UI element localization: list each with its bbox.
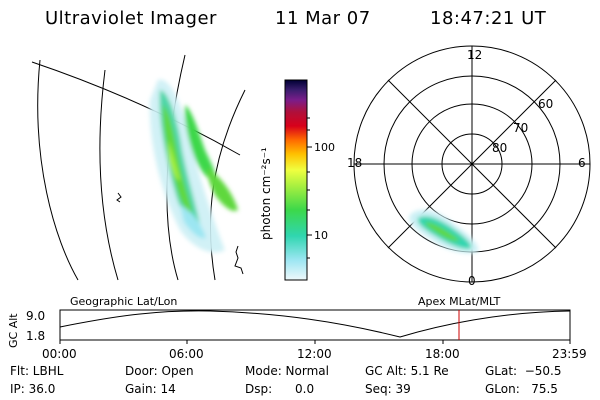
timeline-xtick: 23:59 (552, 347, 587, 361)
status-filter: Flt: LBHL (10, 364, 64, 378)
status-gc-alt: GC Alt: 5.1 Re (365, 364, 449, 378)
aurora-geographic (149, 79, 238, 253)
status-dsp: Dsp: 0.0 (245, 382, 315, 396)
longitude-line (37, 59, 79, 281)
mlat-label-60: 60 (538, 97, 554, 111)
timeline-axis-label: GC Alt (7, 313, 20, 348)
aurora-polar (409, 209, 479, 254)
mlt-label-18: 18 (347, 156, 363, 170)
date-label: 11 Mar 07 (275, 8, 371, 29)
status-seq: Seq: 39 (365, 382, 411, 396)
mlt-label-12: 12 (467, 48, 483, 62)
status-mode: Mode: Normal (245, 364, 329, 378)
timeline-xtick: 06:00 (169, 347, 204, 361)
status-glon: GLon: 75.5 (485, 382, 558, 396)
mlat-label-70: 70 (513, 121, 529, 135)
timeline-ytick-high: 9.0 (26, 309, 46, 323)
timeline-xtick: 12:00 (297, 347, 332, 361)
altitude-curve (59, 310, 571, 338)
coastline (234, 245, 244, 275)
timeline-right-label: Apex MLat/MLT (418, 295, 501, 308)
timeline-ytick-low: 1.8 (26, 329, 46, 343)
timeline-xtick: 00:00 (42, 347, 77, 361)
color-bar-ticks (307, 117, 312, 259)
mlt-label-6: 6 (578, 156, 586, 170)
time-label: 18:47:21 UT (430, 8, 547, 29)
timeline-left-label: Geographic Lat/Lon (70, 295, 178, 308)
colorbar-tick-10: 10 (314, 229, 328, 242)
color-bar (284, 79, 308, 281)
colorbar-unit-label: photon cm⁻²s⁻¹ (259, 147, 273, 240)
longitude-line (99, 69, 119, 281)
status-gain: Gain: 14 (125, 382, 176, 396)
mlat-label-80: 80 (492, 141, 508, 155)
colorbar-tick-100: 100 (314, 141, 335, 154)
mlt-label-0: 0 (468, 274, 476, 288)
status-glat: GLat: −50.5 (485, 364, 562, 378)
timeline-ticks (59, 340, 571, 344)
latitude-line (31, 61, 241, 156)
status-door: Door: Open (125, 364, 194, 378)
coastline (116, 192, 122, 203)
instrument-title: Ultraviolet Imager (45, 8, 217, 29)
status-ip: IP: 36.0 (10, 382, 56, 396)
timeline-xtick: 18:00 (425, 347, 460, 361)
